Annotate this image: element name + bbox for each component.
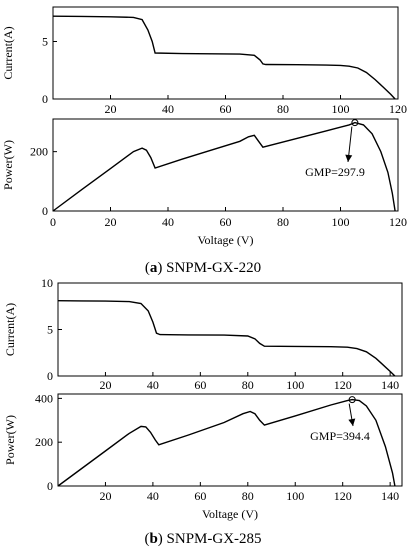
x-tick-label: 60 bbox=[220, 102, 232, 116]
x-tick-label: 40 bbox=[162, 215, 174, 229]
y-tick-label: 200 bbox=[35, 435, 53, 449]
x-tick-label: 20 bbox=[105, 215, 117, 229]
y-axis-label: Current(A) bbox=[1, 26, 15, 79]
x-tick-label: 40 bbox=[147, 489, 159, 503]
series-line bbox=[52, 15, 396, 100]
caption-b-letter: b bbox=[149, 531, 157, 547]
series-line bbox=[52, 121, 396, 212]
panel-a-power: 0 20 40 60 80 100 120 0 200 Power(W) Voltage (V) GM… bbox=[1, 118, 407, 247]
x-tick-label: 120 bbox=[389, 102, 407, 116]
caption-b-title: SNPM-GX-285 bbox=[163, 531, 262, 547]
x-tick-label: 40 bbox=[147, 378, 159, 392]
x-tick-label: 20 bbox=[105, 102, 117, 116]
x-tick-label: 100 bbox=[286, 378, 304, 392]
gmp-label: GMP=394.4 bbox=[310, 429, 370, 443]
y-tick-label: 0 bbox=[47, 369, 53, 383]
x-tick-label: 100 bbox=[332, 102, 350, 116]
y-axis-label: Power(W) bbox=[1, 140, 15, 190]
y-axis-label: Current(A) bbox=[3, 303, 17, 356]
x-tick-label: 20 bbox=[99, 489, 111, 503]
panel-a-current: 20 40 60 80 100 120 0 5 Current(A) bbox=[1, 6, 407, 116]
x-tick-label: 100 bbox=[286, 489, 304, 503]
series-line bbox=[57, 398, 396, 487]
x-tick-label: 60 bbox=[194, 489, 206, 503]
x-tick-label: 80 bbox=[277, 102, 289, 116]
x-tick-label: 60 bbox=[194, 378, 206, 392]
y-tick-label: 400 bbox=[35, 391, 53, 405]
x-tick-label: 20 bbox=[99, 378, 111, 392]
y-axis-label: Power(W) bbox=[3, 415, 17, 465]
x-tick-label: 80 bbox=[242, 378, 254, 392]
series-line bbox=[57, 300, 396, 377]
x-tick-label: 120 bbox=[389, 215, 407, 229]
x-tick-label: 100 bbox=[332, 215, 350, 229]
gmp-arrow-head bbox=[348, 418, 356, 426]
gmp-marker bbox=[351, 119, 359, 127]
plot-frame bbox=[52, 6, 399, 100]
x-tick-label: 120 bbox=[334, 378, 352, 392]
x-tick-label: 80 bbox=[277, 215, 289, 229]
x-tick-label: 140 bbox=[381, 489, 399, 503]
panel-b-power: 20 40 60 80 100 120 140 0 200 400 Power(W) Voltage … bbox=[3, 391, 403, 521]
caption-a-title: SNPM-GX-220 bbox=[162, 260, 261, 276]
y-tick-label: 10 bbox=[41, 276, 53, 290]
caption-a-letter: a bbox=[150, 260, 158, 276]
y-tick-label: 5 bbox=[42, 35, 48, 49]
x-axis-label: Voltage (V) bbox=[197, 233, 253, 247]
gmp-marker bbox=[348, 396, 356, 404]
x-axis-label: Voltage (V) bbox=[202, 507, 258, 521]
plot-frame bbox=[57, 393, 403, 487]
x-tick-label: 0 bbox=[50, 215, 56, 229]
gmp-label: GMP=297.9 bbox=[305, 165, 365, 179]
caption-a: (a) SNPM-GX-220 bbox=[145, 260, 261, 276]
y-tick-label: 200 bbox=[30, 145, 48, 159]
y-tick-label: 0 bbox=[42, 204, 48, 218]
gmp-arrow-head bbox=[345, 154, 353, 162]
x-tick-label: 40 bbox=[162, 102, 174, 116]
plot-frame bbox=[57, 282, 403, 377]
x-tick-label: 140 bbox=[381, 378, 399, 392]
y-tick-label: 5 bbox=[47, 323, 53, 337]
x-tick-label: 120 bbox=[334, 489, 352, 503]
caption-b: (b) SNPM-GX-285 bbox=[144, 531, 261, 547]
y-tick-label: 0 bbox=[42, 92, 48, 106]
x-tick-label: 80 bbox=[242, 489, 254, 503]
panel-b-current: 20 40 60 80 100 120 140 0 5 10 Current(A) bbox=[3, 276, 403, 392]
y-tick-label: 0 bbox=[47, 479, 53, 493]
x-tick-label: 60 bbox=[220, 215, 232, 229]
